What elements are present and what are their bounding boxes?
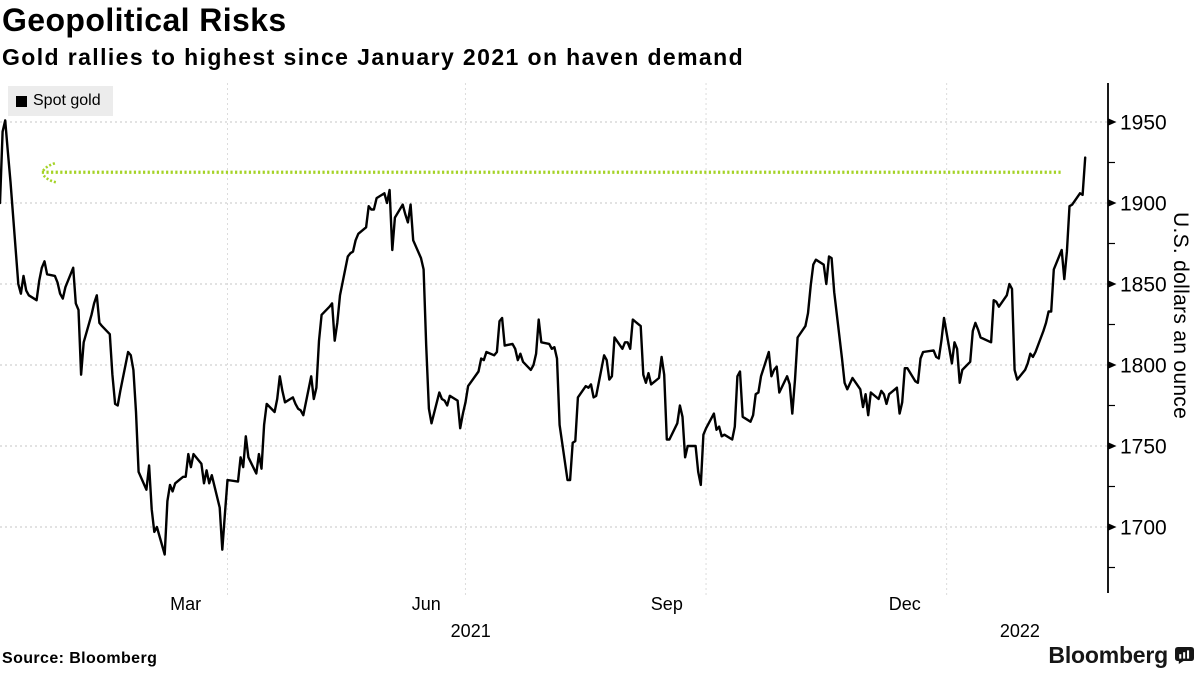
spot-gold-line [0,119,1087,556]
y-axis: 1700 1750 1800 1850 1900 1950 [1107,83,1167,593]
x-year-label: 2022 [1000,621,1040,641]
source-note: Source: Bloomberg [2,650,158,667]
y-tick-label: 1850 [1120,274,1167,297]
x-month-label: Sep [651,594,683,614]
bloomberg-chart-bubble-icon [1175,647,1194,664]
y-tick-label: 1950 [1120,112,1167,135]
bloomberg-wordmark: Bloomberg [1048,642,1168,668]
legend-square-icon [16,95,27,107]
legend-label: Spot gold [33,92,101,109]
y-tick-label: 1700 [1120,517,1167,540]
x-month-label: Mar [170,594,201,614]
y-tick-label: 1800 [1120,355,1167,378]
horizontal-gridlines [0,121,1108,528]
x-axis-labels: Mar Jun Sep Dec 2021 2022 [170,594,1040,641]
page-title: Geopolitical Risks [2,2,287,38]
legend: Spot gold [8,86,113,116]
y-axis-unit-label: U.S. dollars an ounce [1169,212,1192,420]
reference-line-jan-2021-high [41,161,1062,184]
x-month-label: Dec [889,594,921,614]
footer-brand: Bloomberg [1048,642,1194,669]
chart-subtitle: Gold rallies to highest since January 20… [2,44,745,70]
x-year-label: 2021 [451,621,491,641]
y-tick-label: 1900 [1120,193,1167,216]
y-tick-label: 1750 [1120,436,1167,459]
x-month-label: Jun [412,594,441,614]
